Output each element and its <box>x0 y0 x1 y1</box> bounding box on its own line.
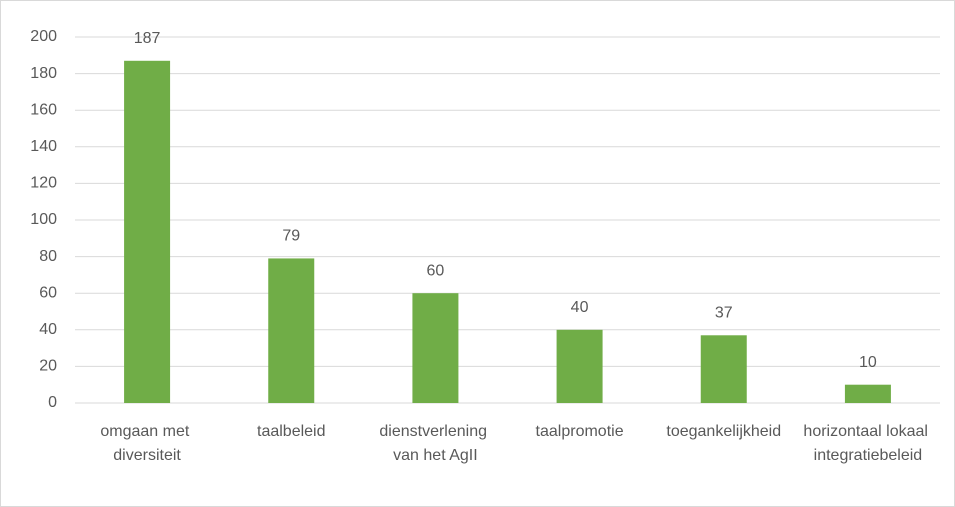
x-tick-label: toegankelijkheid <box>666 423 781 440</box>
y-tick-label: 60 <box>39 284 57 301</box>
y-tick-label: 80 <box>39 248 57 265</box>
x-tick-label: horizontaal lokaal integratiebeleid <box>803 423 932 464</box>
data-label: 60 <box>427 262 445 279</box>
bar <box>268 258 315 403</box>
y-tick-label: 200 <box>30 28 57 45</box>
y-tick-label: 40 <box>39 321 57 338</box>
y-tick-label: 100 <box>30 211 57 228</box>
y-tick-label: 120 <box>30 175 57 192</box>
data-label: 10 <box>859 354 877 371</box>
bar <box>412 293 459 403</box>
data-label: 187 <box>134 30 161 47</box>
data-label: 40 <box>571 299 589 316</box>
x-tick-label: taalbeleid <box>257 423 326 440</box>
bar <box>700 335 747 403</box>
y-tick-label: 180 <box>30 65 57 82</box>
bar <box>556 329 603 403</box>
y-tick-label: 0 <box>48 394 57 411</box>
y-tick-label: 160 <box>30 101 57 118</box>
y-tick-label: 20 <box>39 358 57 375</box>
x-tick-label: taalpromotie <box>536 423 624 440</box>
data-label: 79 <box>282 228 300 245</box>
y-tick-label: 140 <box>30 138 57 155</box>
bar <box>844 384 891 403</box>
x-tick-label: omgaan met diversiteit <box>100 423 193 464</box>
data-label: 37 <box>715 305 733 322</box>
x-tick-label: dienstverlening van het AgII <box>379 423 491 464</box>
bar <box>124 60 171 403</box>
